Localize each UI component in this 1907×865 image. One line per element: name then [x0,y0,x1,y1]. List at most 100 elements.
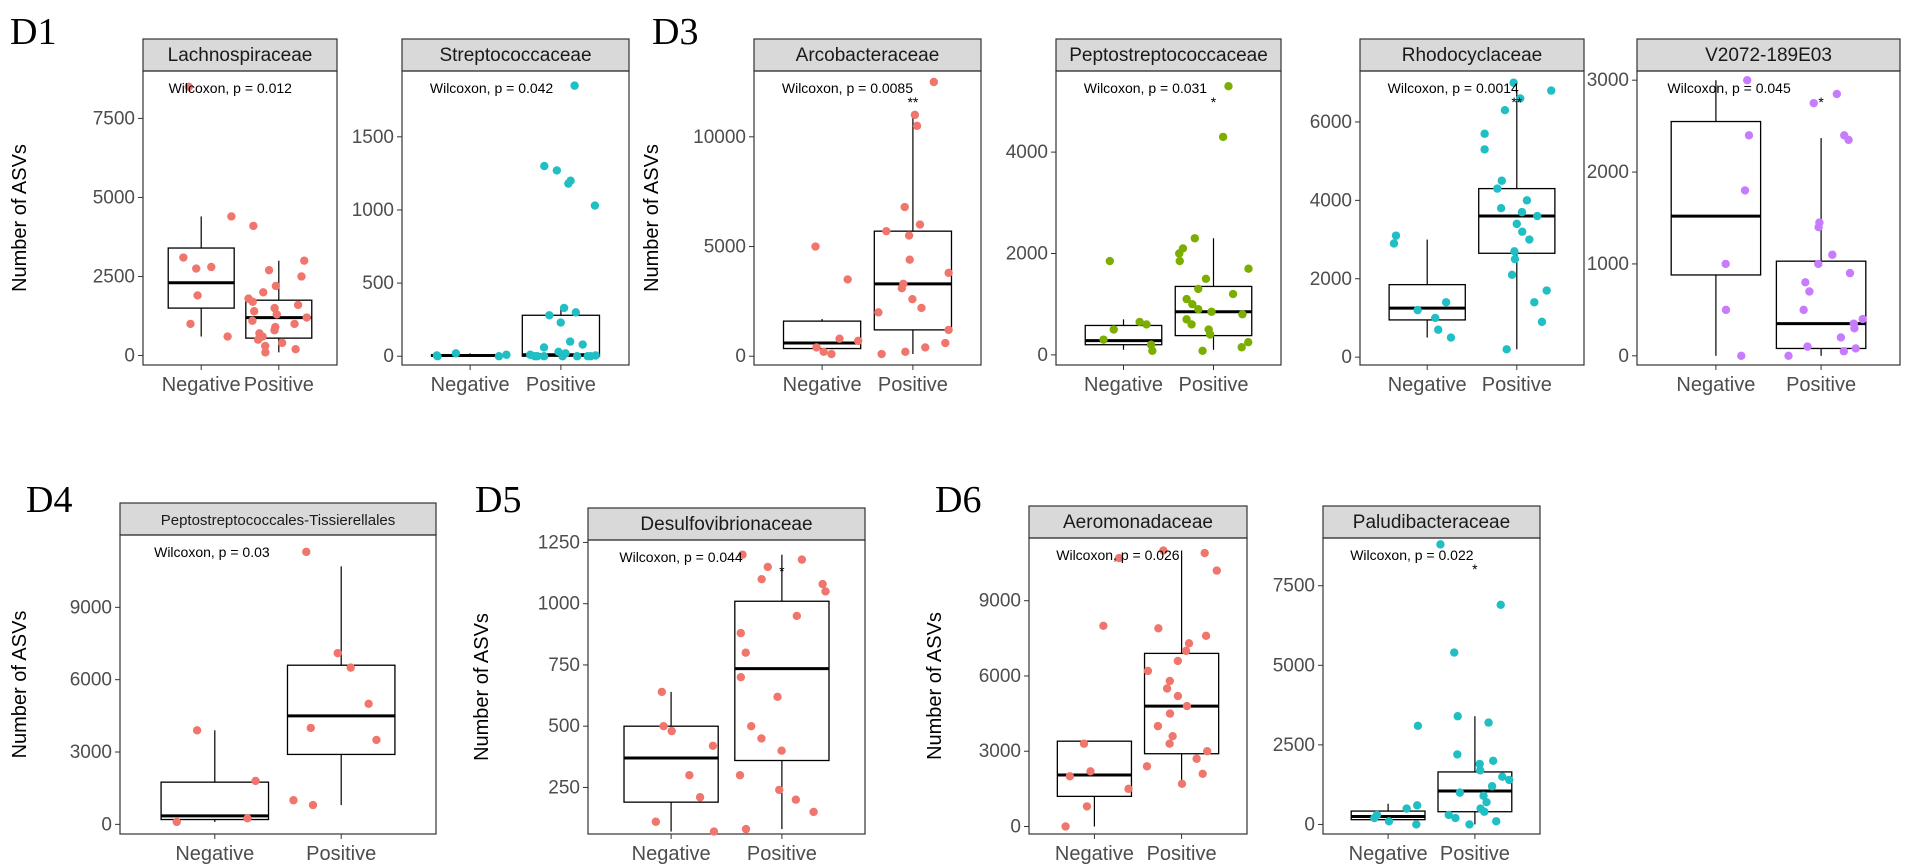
data-point [1799,305,1808,315]
facet-strip [1359,38,1585,72]
data-point [1109,325,1118,334]
y-tick-label: 5000 [704,237,746,258]
x-tick-label: Positive [244,374,314,396]
data-point [244,294,253,303]
panel-border [1055,70,1282,366]
data-point [1175,256,1184,266]
x-tick-label: Negative [175,843,254,865]
data-point [1740,186,1750,195]
data-point [1512,219,1521,229]
figure-label-d3: D3 [652,11,698,53]
data-point [1061,822,1070,831]
data-point [578,340,587,349]
data-point [502,350,511,359]
x-tick-label: Positive [1440,843,1510,865]
data-point [1510,247,1519,256]
data-point [775,785,784,795]
data-point [1105,256,1115,266]
data-point [1743,75,1752,85]
data-point [1836,333,1846,342]
data-point [1434,325,1443,334]
data-point [1372,810,1382,820]
data-point [1496,600,1505,610]
figure-label-d5: D5 [475,479,521,521]
data-point [901,347,910,357]
data-point [944,268,953,278]
data-point [1498,772,1507,781]
chart-panel: V2072-189E03 0 1000 2000 3000 Negative Positiv… [1587,38,1901,396]
data-point [533,352,542,361]
wilcoxon-annotation: Wilcoxon, p = 0.0085 [782,80,913,96]
significance-marker: * [779,563,785,579]
data-point [1194,284,1203,294]
x-tick-label: Positive [1178,374,1248,396]
y-tick-label: 6000 [979,666,1021,687]
data-point [1444,810,1453,820]
x-tick-label: Positive [306,843,376,865]
data-point [1384,817,1394,826]
data-point [1840,131,1849,140]
data-point [773,692,782,701]
data-point [1446,333,1456,342]
data-point [941,338,950,348]
significance-marker: * [1211,94,1217,110]
panel-border [1322,537,1541,835]
figure-label-d6: D6 [935,479,981,521]
data-point [735,771,745,780]
data-point [1146,340,1156,349]
data-point [1839,347,1849,356]
y-tick-label: 4000 [1006,142,1048,163]
data-point [1453,712,1462,721]
y-tick-label: 9000 [979,591,1021,612]
data-point [306,723,315,733]
data-point [1476,766,1485,775]
chart-panel: Rhodocyclaceae 0 2000 4000 6000 Negative Posit… [1310,38,1585,396]
y-tick-label: 2000 [1310,269,1352,290]
data-point [1200,548,1209,558]
data-point [657,687,667,697]
data-point [944,325,953,335]
data-point [1431,313,1440,323]
data-point [1412,801,1422,810]
data-point [757,575,766,584]
data-point [1465,820,1474,829]
data-point [1496,204,1506,213]
data-point [809,807,818,817]
data-point [1201,274,1211,284]
x-tick-label: Negative [1676,374,1755,396]
chart-title: Peptostreptococcales-Tissierellales [161,512,396,529]
data-point [251,776,260,786]
data-point [1188,299,1197,309]
data-point [565,337,575,346]
wilcoxon-annotation: Wilcoxon, p = 0.045 [1667,80,1791,96]
data-point [1484,718,1493,727]
data-point [552,166,562,175]
data-point [1547,86,1556,95]
y-tick-label: 2000 [1006,243,1048,264]
data-point [1480,129,1489,138]
wilcoxon-annotation: Wilcoxon, p = 0.026 [1056,547,1180,563]
data-point [1082,802,1092,811]
data-point [651,817,661,826]
data-point [905,255,914,264]
data-point [921,343,930,352]
data-point [877,349,886,359]
data-point [1181,646,1191,656]
data-point [264,265,274,275]
data-point [1482,797,1491,807]
x-tick-label: Positive [1482,374,1552,396]
x-tick-label: Negative [632,843,711,865]
data-point [1237,343,1246,352]
facet-strip [587,507,866,541]
data-point [1497,176,1506,185]
data-point [900,202,909,212]
box-iqr [1388,283,1466,321]
data-point [1173,691,1183,701]
data-point [193,291,202,300]
data-point [570,81,579,90]
data-point [1079,739,1089,748]
data-point [207,262,216,272]
data-point [1500,106,1510,115]
